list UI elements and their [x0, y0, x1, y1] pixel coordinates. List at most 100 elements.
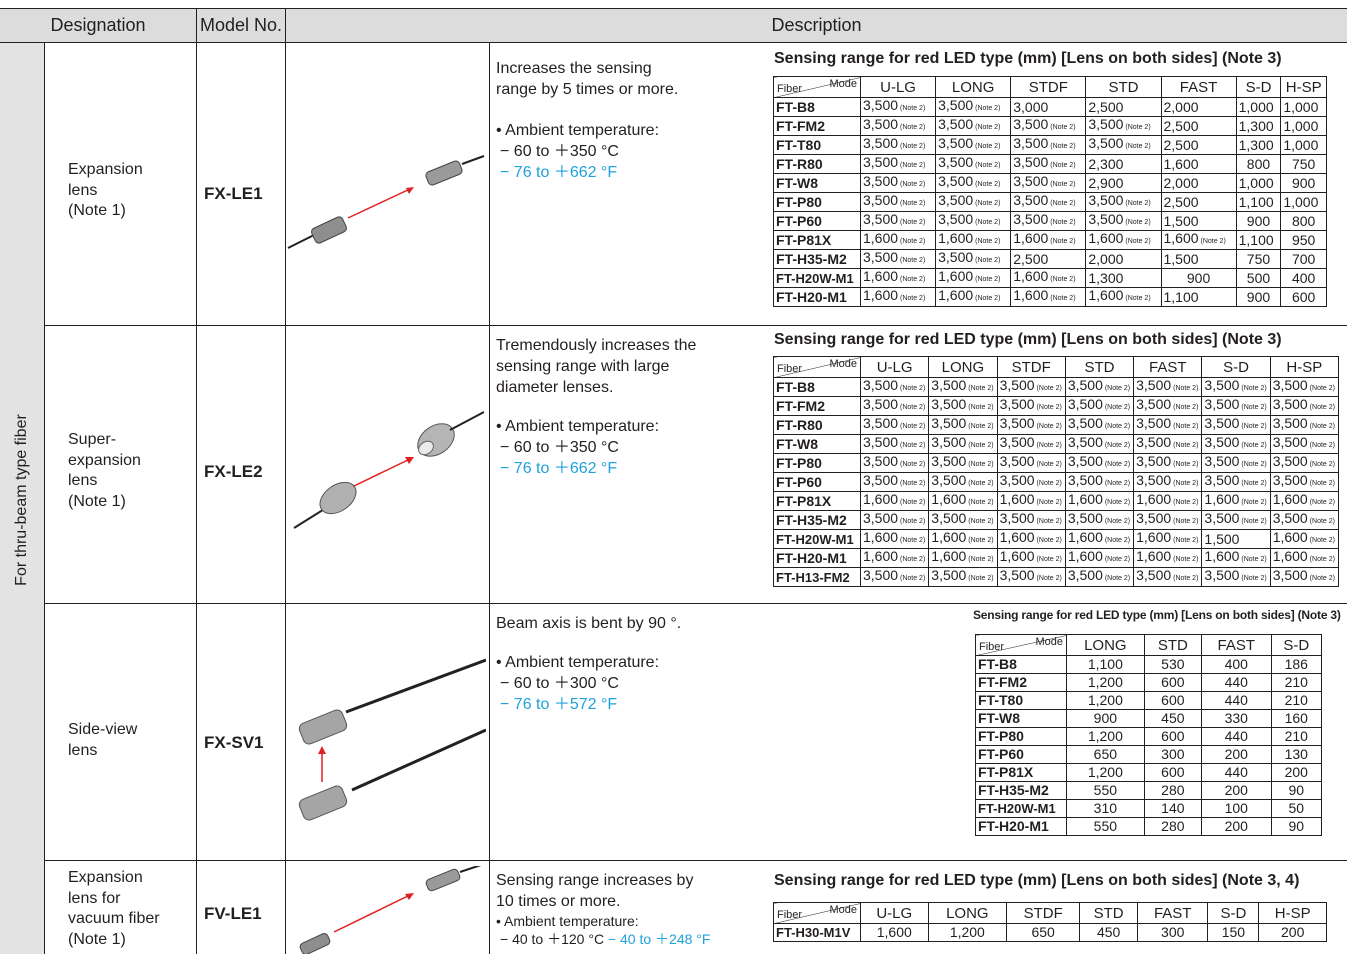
range-value: 1,000 — [1280, 192, 1327, 212]
fiber-name: FT-H30-M1V — [773, 923, 861, 942]
fiber-name: FT-FM2 — [773, 116, 861, 136]
range-value: 950 — [1280, 230, 1327, 250]
fiber-name: FT-FM2 — [773, 396, 861, 416]
range-value: 3,500 (Note 2) — [1010, 192, 1087, 212]
note-2-mark: (Note 2) — [973, 162, 1001, 169]
range-value: 210 — [1270, 727, 1323, 746]
range-value: 1,600 (Note 2) — [928, 491, 998, 511]
note-2-mark: (Note 2) — [973, 219, 1001, 226]
note-2-mark: (Note 2) — [1171, 385, 1199, 392]
note-2-mark: (Note 2) — [898, 480, 926, 487]
note-2-mark: (Note 2) — [1034, 461, 1062, 468]
range-value: 1,600 (Note 2) — [1133, 548, 1203, 568]
range-value: 3,500 (Note 2) — [1133, 396, 1203, 416]
table-title-3: Sensing range for red LED type (mm) [Len… — [973, 608, 1341, 622]
range-value: 3,500 (Note 2) — [996, 396, 1066, 416]
range-value: 3,500 (Note 2) — [935, 173, 1012, 193]
range-value: 650 — [1066, 745, 1145, 764]
table-row: FT-FM2 3,500 (Note 2) 3,500 (Note 2) 3,500 … — [773, 116, 1327, 136]
range-value: 1,600 (Note 2) — [1269, 491, 1340, 511]
sensing-range-table-fv-le1: Mode Fiber U-LG LONG STDF STD FAST S-D H-SP FT-H3… — [773, 902, 1327, 942]
range-value: 210 — [1270, 673, 1323, 692]
note-2-mark: (Note 2) — [973, 124, 1001, 131]
range-value: 1,600 (Note 2) — [1064, 491, 1135, 511]
note-2-mark: (Note 2) — [1171, 423, 1199, 430]
table-row: FT-B8 3,500 (Note 2) 3,500 (Note 2) 3,500 (… — [773, 377, 1340, 397]
range-value: 3,500 (Note 2) — [1269, 453, 1340, 473]
range-value: 3,500 (Note 2) — [935, 97, 1012, 117]
range-value: 1,000 — [1235, 97, 1282, 117]
range-value: 3,500 (Note 2) — [1133, 415, 1203, 435]
range-value: 440 — [1200, 727, 1272, 746]
range-value: 210 — [1270, 691, 1323, 710]
side-band — [0, 42, 44, 954]
table-title-2: Sensing range for red LED type (mm) [Len… — [774, 331, 1282, 348]
mode-label: Mode — [829, 904, 857, 916]
table-row: FT-H20-M1 1,600 (Note 2) 1,600 (Note 2) 1,6… — [773, 548, 1340, 568]
range-value: 1,200 — [927, 923, 1008, 942]
fiber-label: Fiber — [777, 909, 803, 921]
note-2-mark: (Note 2) — [966, 461, 994, 468]
fiber-name: FT-H20-M1 — [773, 287, 861, 307]
range-value: 3,500 (Note 2) — [859, 453, 930, 473]
note-2-mark: (Note 2) — [973, 295, 1001, 302]
note-2-mark: (Note 2) — [1239, 461, 1267, 468]
range-value: 2,500 — [1010, 249, 1087, 269]
range-value: 3,500 (Note 2) — [935, 192, 1012, 212]
note-2-mark: (Note 2) — [1034, 442, 1062, 449]
note-2-mark: (Note 2) — [966, 556, 994, 563]
range-value: 3,500 (Note 2) — [859, 135, 937, 155]
mode-header: S-D — [1201, 356, 1271, 378]
range-value: 160 — [1270, 709, 1323, 728]
note-2-mark: (Note 2) — [1123, 124, 1151, 131]
range-value: 1,600 (Note 2) — [1010, 268, 1087, 288]
range-value: 1,600 (Note 2) — [996, 491, 1066, 511]
range-value: 3,500 (Note 2) — [859, 396, 930, 416]
fiber-name: FT-B8 — [773, 97, 861, 117]
mode-header: H-SP — [1269, 356, 1340, 378]
range-value: 440 — [1200, 691, 1272, 710]
note-2-mark: (Note 2) — [966, 404, 994, 411]
note-2-mark: (Note 2) — [898, 295, 926, 302]
note-2-mark: (Note 2) — [1123, 295, 1151, 302]
range-value: 3,500 (Note 2) — [859, 116, 937, 136]
mode-header: STDF — [996, 356, 1066, 378]
note-2-mark: (Note 2) — [1307, 461, 1335, 468]
range-value: 3,500 (Note 2) — [859, 434, 930, 454]
range-value: 1,300 — [1085, 268, 1162, 288]
fiber-name: FT-P81X — [773, 491, 861, 511]
fiber-name: FT-W8 — [773, 434, 861, 454]
note-2-mark: (Note 2) — [966, 499, 994, 506]
range-value: 200 — [1270, 763, 1323, 782]
table-row: FT-FM2 1,200 600 440 210 — [975, 673, 1323, 692]
range-value: 1,600 (Note 2) — [1133, 491, 1203, 511]
note-2-mark: (Note 2) — [1307, 537, 1335, 544]
table-row: FT-P80 3,500 (Note 2) 3,500 (Note 2) 3,500 … — [773, 453, 1340, 473]
model-fx-sv1: FX-SV1 — [204, 733, 264, 752]
range-value: 650 — [1006, 923, 1081, 942]
sensing-range-table-fx-le1: Mode Fiber U-LG LONG STDF STD FAST S-D H-SP FT-B8… — [773, 76, 1327, 307]
range-value: 3,500 (Note 2) — [1064, 396, 1135, 416]
range-value: 2,000 — [1160, 97, 1237, 117]
fiber-name: FT-P81X — [773, 230, 861, 250]
note-2-mark: (Note 2) — [1171, 556, 1199, 563]
range-value: 310 — [1066, 799, 1145, 818]
table-row: FT-P60 3,500 (Note 2) 3,500 (Note 2) 3,500 … — [773, 472, 1340, 492]
fiber-label: Fiber — [979, 641, 1005, 653]
note-2-mark: (Note 2) — [1198, 238, 1226, 245]
range-value: 3,500 (Note 2) — [1201, 396, 1271, 416]
note-2-mark: (Note 2) — [1239, 480, 1267, 487]
range-value: 100 — [1200, 799, 1272, 818]
note-2-mark: (Note 2) — [1048, 200, 1076, 207]
note-2-mark: (Note 2) — [898, 238, 926, 245]
range-value: 1,200 — [1066, 727, 1145, 746]
mode-fiber-header: Mode Fiber — [773, 76, 861, 98]
model-fx-le2: FX-LE2 — [204, 462, 263, 481]
range-value: 1,600 (Note 2) — [1269, 548, 1340, 568]
range-value: 3,500 (Note 2) — [1064, 415, 1135, 435]
range-value: 1,600 (Note 2) — [859, 230, 937, 250]
designation-super-expansion-lens: Super- expansion lens (Note 1) — [68, 431, 141, 510]
range-value: 1,100 — [1235, 230, 1282, 250]
note-2-mark: (Note 2) — [1048, 124, 1076, 131]
mode-header: FAST — [1160, 76, 1237, 98]
